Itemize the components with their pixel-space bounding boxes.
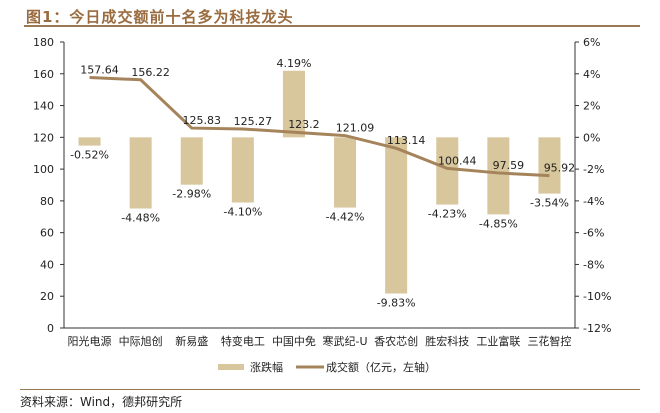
bar-label: -4.48%	[121, 212, 160, 225]
legend-line-label: 成交额（亿元，左轴）	[326, 360, 436, 374]
category-label: 三花智控	[527, 334, 571, 348]
left-tick-label: 20	[40, 290, 54, 303]
line-label: 123.2	[288, 118, 320, 131]
bar-中国中免	[282, 70, 305, 138]
bar-label: 4.19%	[276, 57, 311, 70]
right-tick-label: 6%	[583, 36, 600, 49]
right-tick-label: 2%	[583, 100, 600, 113]
line-label: 95.92	[544, 162, 576, 175]
left-tick-label: 40	[40, 258, 54, 271]
category-label: 工业富联	[476, 334, 520, 348]
line-label: 121.09	[336, 122, 375, 135]
bar-胜宏科技	[436, 137, 459, 205]
bar-中际旭创	[129, 137, 152, 209]
category-label: 特变电工	[221, 334, 265, 348]
bar-特变电工	[231, 137, 254, 203]
line-label: 125.83	[183, 114, 222, 127]
category-label: 新易盛	[175, 334, 208, 348]
left-tick-label: 140	[33, 100, 54, 113]
category-label: 香农芯创	[374, 334, 418, 348]
left-tick-label: 100	[33, 163, 54, 176]
bar-label: -9.83%	[377, 297, 416, 310]
bar-工业富联	[487, 137, 510, 215]
left-tick-label: 180	[33, 36, 54, 49]
left-tick-label: 120	[33, 131, 54, 144]
bar-寒武纪-U	[334, 137, 357, 208]
left-tick-label: 0	[47, 322, 54, 335]
bar-label: -4.10%	[223, 205, 262, 218]
right-tick-label: -4%	[583, 195, 604, 208]
line-label: 100.44	[438, 154, 477, 167]
line-label: 125.27	[234, 115, 273, 128]
category-label: 寒武纪-U	[323, 334, 368, 348]
category-label: 胜宏科技	[425, 334, 469, 348]
bar-label: -0.52%	[70, 149, 109, 162]
category-label: 阳光电源	[68, 334, 112, 348]
category-label: 中际旭创	[119, 334, 163, 348]
right-tick-label: -10%	[583, 290, 611, 303]
line-label: 113.14	[387, 134, 426, 147]
right-tick-label: -2%	[583, 163, 604, 176]
legend-bar-label: 涨跌幅	[250, 360, 283, 374]
line-label: 157.64	[80, 64, 119, 77]
line-label: 156.22	[131, 66, 170, 79]
bar-label: -2.98%	[172, 188, 211, 201]
bar-label: -4.23%	[428, 208, 467, 221]
line-label: 97.59	[493, 159, 525, 172]
legend-bar-swatch	[218, 364, 244, 370]
bar-label: -3.54%	[530, 197, 569, 210]
right-tick-label: -8%	[583, 258, 604, 271]
left-tick-label: 60	[40, 227, 54, 240]
source-divider	[20, 389, 640, 390]
bar-新易盛	[180, 137, 203, 185]
figure-title: 图1：今日成交额前十名多为科技龙头	[26, 8, 294, 26]
right-tick-label: 0%	[583, 131, 600, 144]
right-tick-label: 4%	[583, 68, 600, 81]
bar-阳光电源	[78, 137, 101, 146]
bar-label: -4.42%	[326, 211, 365, 224]
right-tick-label: -12%	[583, 322, 611, 335]
source-note: 资料来源：Wind，德邦研究所	[20, 395, 183, 409]
left-tick-label: 80	[40, 195, 54, 208]
right-tick-label: -6%	[583, 227, 604, 240]
left-tick-label: 160	[33, 68, 54, 81]
bar-三花智控	[538, 137, 561, 194]
title-divider	[24, 25, 640, 27]
category-label: 中国中免	[272, 334, 316, 348]
bar-香农芯创	[385, 137, 408, 294]
amount-line	[89, 76, 550, 178]
bar-label: -4.85%	[479, 217, 518, 230]
